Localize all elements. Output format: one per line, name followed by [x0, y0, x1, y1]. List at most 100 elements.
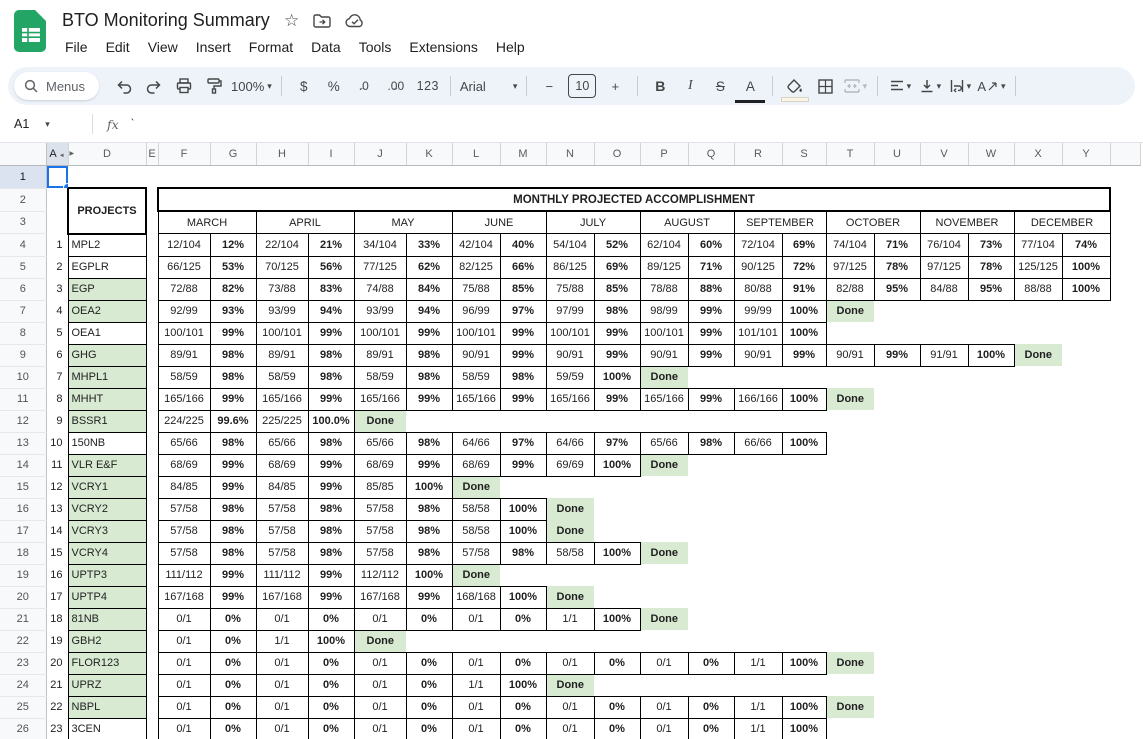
percent-cell[interactable]: 100%	[499, 497, 547, 521]
empty-cell[interactable]	[782, 564, 826, 586]
done-cell[interactable]: Done	[452, 476, 500, 498]
value-cell[interactable]: 111/112	[157, 563, 211, 587]
done-cell[interactable]: Done	[546, 498, 594, 520]
empty-cell[interactable]	[782, 520, 826, 542]
empty-cell[interactable]	[146, 520, 158, 542]
percent-cell[interactable]: 95%	[967, 277, 1015, 301]
value-cell[interactable]: 58/59	[353, 365, 407, 389]
project-number-cell[interactable]: 16	[50, 569, 63, 581]
value-cell[interactable]: 58/59	[255, 365, 309, 389]
empty-cell[interactable]	[1014, 388, 1062, 410]
empty-cell[interactable]	[688, 542, 734, 564]
column-header-j[interactable]: J	[354, 143, 407, 166]
percent-cell[interactable]: 99%	[209, 453, 257, 477]
horizontal-align-icon[interactable]: ▾	[887, 73, 913, 99]
percent-cell[interactable]: 99.6%	[209, 409, 257, 433]
empty-cell[interactable]	[688, 674, 734, 696]
value-cell[interactable]: 57/58	[157, 541, 211, 565]
percent-cell[interactable]: 99%	[499, 343, 547, 367]
project-name-cell[interactable]: GBH2	[67, 629, 147, 653]
empty-cell[interactable]	[146, 234, 158, 257]
menu-help[interactable]: Help	[495, 39, 525, 55]
empty-cell[interactable]	[826, 432, 874, 454]
percent-cell[interactable]: 99%	[593, 343, 641, 367]
empty-cell[interactable]	[500, 166, 546, 189]
menu-file[interactable]: File	[65, 39, 88, 55]
empty-cell[interactable]	[1014, 520, 1062, 542]
value-cell[interactable]: 99/99	[733, 299, 783, 323]
empty-cell[interactable]	[826, 454, 874, 476]
value-cell[interactable]: 86/125	[545, 255, 595, 279]
percent-cell[interactable]: 97%	[499, 299, 547, 323]
project-name-cell[interactable]: BSSR1	[67, 409, 147, 433]
empty-cell[interactable]	[920, 498, 968, 520]
column-header-x[interactable]: X	[1014, 143, 1063, 166]
percent-cell[interactable]: 98%	[307, 519, 355, 543]
value-cell[interactable]: 90/91	[733, 343, 783, 367]
empty-cell[interactable]	[968, 696, 1014, 718]
value-cell[interactable]: 0/1	[255, 695, 309, 719]
value-cell[interactable]: 0/1	[353, 651, 407, 675]
empty-cell[interactable]	[920, 520, 968, 542]
empty-cell[interactable]	[1014, 696, 1062, 718]
percent-cell[interactable]: 98%	[405, 519, 453, 543]
percent-cell[interactable]: 0%	[405, 695, 453, 719]
percent-cell[interactable]: 98%	[687, 431, 735, 455]
value-cell[interactable]: 84/88	[919, 277, 969, 301]
project-name-cell[interactable]: NBPL	[67, 695, 147, 719]
search-menus-button[interactable]: Menus	[14, 72, 100, 100]
empty-cell[interactable]	[782, 410, 826, 432]
value-cell[interactable]: 65/66	[353, 431, 407, 455]
empty-cell[interactable]	[146, 166, 158, 189]
empty-cell[interactable]	[826, 630, 874, 652]
value-cell[interactable]: 73/88	[255, 277, 309, 301]
percent-cell[interactable]: 100%	[781, 717, 827, 739]
empty-cell[interactable]	[146, 432, 158, 454]
percent-cell[interactable]: 98%	[307, 365, 355, 389]
percent-cell[interactable]: 12%	[209, 233, 257, 257]
project-name-cell[interactable]: OEA1	[67, 321, 147, 345]
project-number-cell[interactable]: 20	[50, 657, 63, 669]
value-cell[interactable]: 92/99	[157, 299, 211, 323]
value-cell[interactable]: 1/1	[545, 607, 595, 631]
empty-cell[interactable]	[146, 410, 158, 432]
row-header-9[interactable]: 9	[0, 344, 47, 367]
empty-cell[interactable]	[874, 564, 920, 586]
row-header-1[interactable]: 1	[0, 165, 47, 189]
month-header-october[interactable]: OCTOBER	[825, 210, 921, 234]
empty-cell[interactable]	[640, 674, 688, 696]
empty-cell[interactable]	[1014, 564, 1062, 586]
empty-cell[interactable]	[640, 520, 688, 542]
project-number-cell[interactable]: 8	[56, 393, 63, 405]
column-header-o[interactable]: O	[594, 143, 641, 166]
percent-cell[interactable]: 99%	[593, 321, 641, 345]
empty-cell[interactable]	[734, 454, 782, 476]
empty-cell[interactable]	[546, 564, 594, 586]
value-cell[interactable]: 1/1	[451, 673, 501, 697]
done-cell[interactable]: Done	[640, 542, 688, 564]
empty-cell[interactable]	[1014, 608, 1062, 630]
empty-cell[interactable]	[1014, 718, 1062, 739]
value-cell[interactable]: 0/1	[157, 629, 211, 653]
empty-cell[interactable]	[640, 586, 688, 608]
percent-cell[interactable]: 100%	[593, 365, 641, 389]
percent-cell[interactable]: 0%	[499, 717, 547, 739]
percent-cell[interactable]: 33%	[405, 233, 453, 257]
done-cell[interactable]: Done	[826, 652, 874, 674]
empty-cell[interactable]	[68, 166, 146, 189]
empty-cell[interactable]	[968, 630, 1014, 652]
empty-cell[interactable]	[826, 586, 874, 608]
project-name-cell[interactable]: EGP	[67, 277, 147, 301]
empty-cell[interactable]	[968, 322, 1014, 344]
percent-cell[interactable]: 100%	[499, 519, 547, 543]
percent-cell[interactable]: 0%	[593, 651, 641, 675]
empty-cell[interactable]	[640, 476, 688, 498]
value-cell[interactable]: 57/58	[255, 541, 309, 565]
empty-cell[interactable]	[546, 410, 594, 432]
percent-cell[interactable]: 0%	[405, 717, 453, 739]
empty-cell[interactable]	[782, 454, 826, 476]
empty-cell[interactable]	[920, 300, 968, 322]
percent-cell[interactable]: 94%	[307, 299, 355, 323]
percent-cell[interactable]: 98%	[405, 365, 453, 389]
empty-cell[interactable]	[1014, 366, 1062, 388]
